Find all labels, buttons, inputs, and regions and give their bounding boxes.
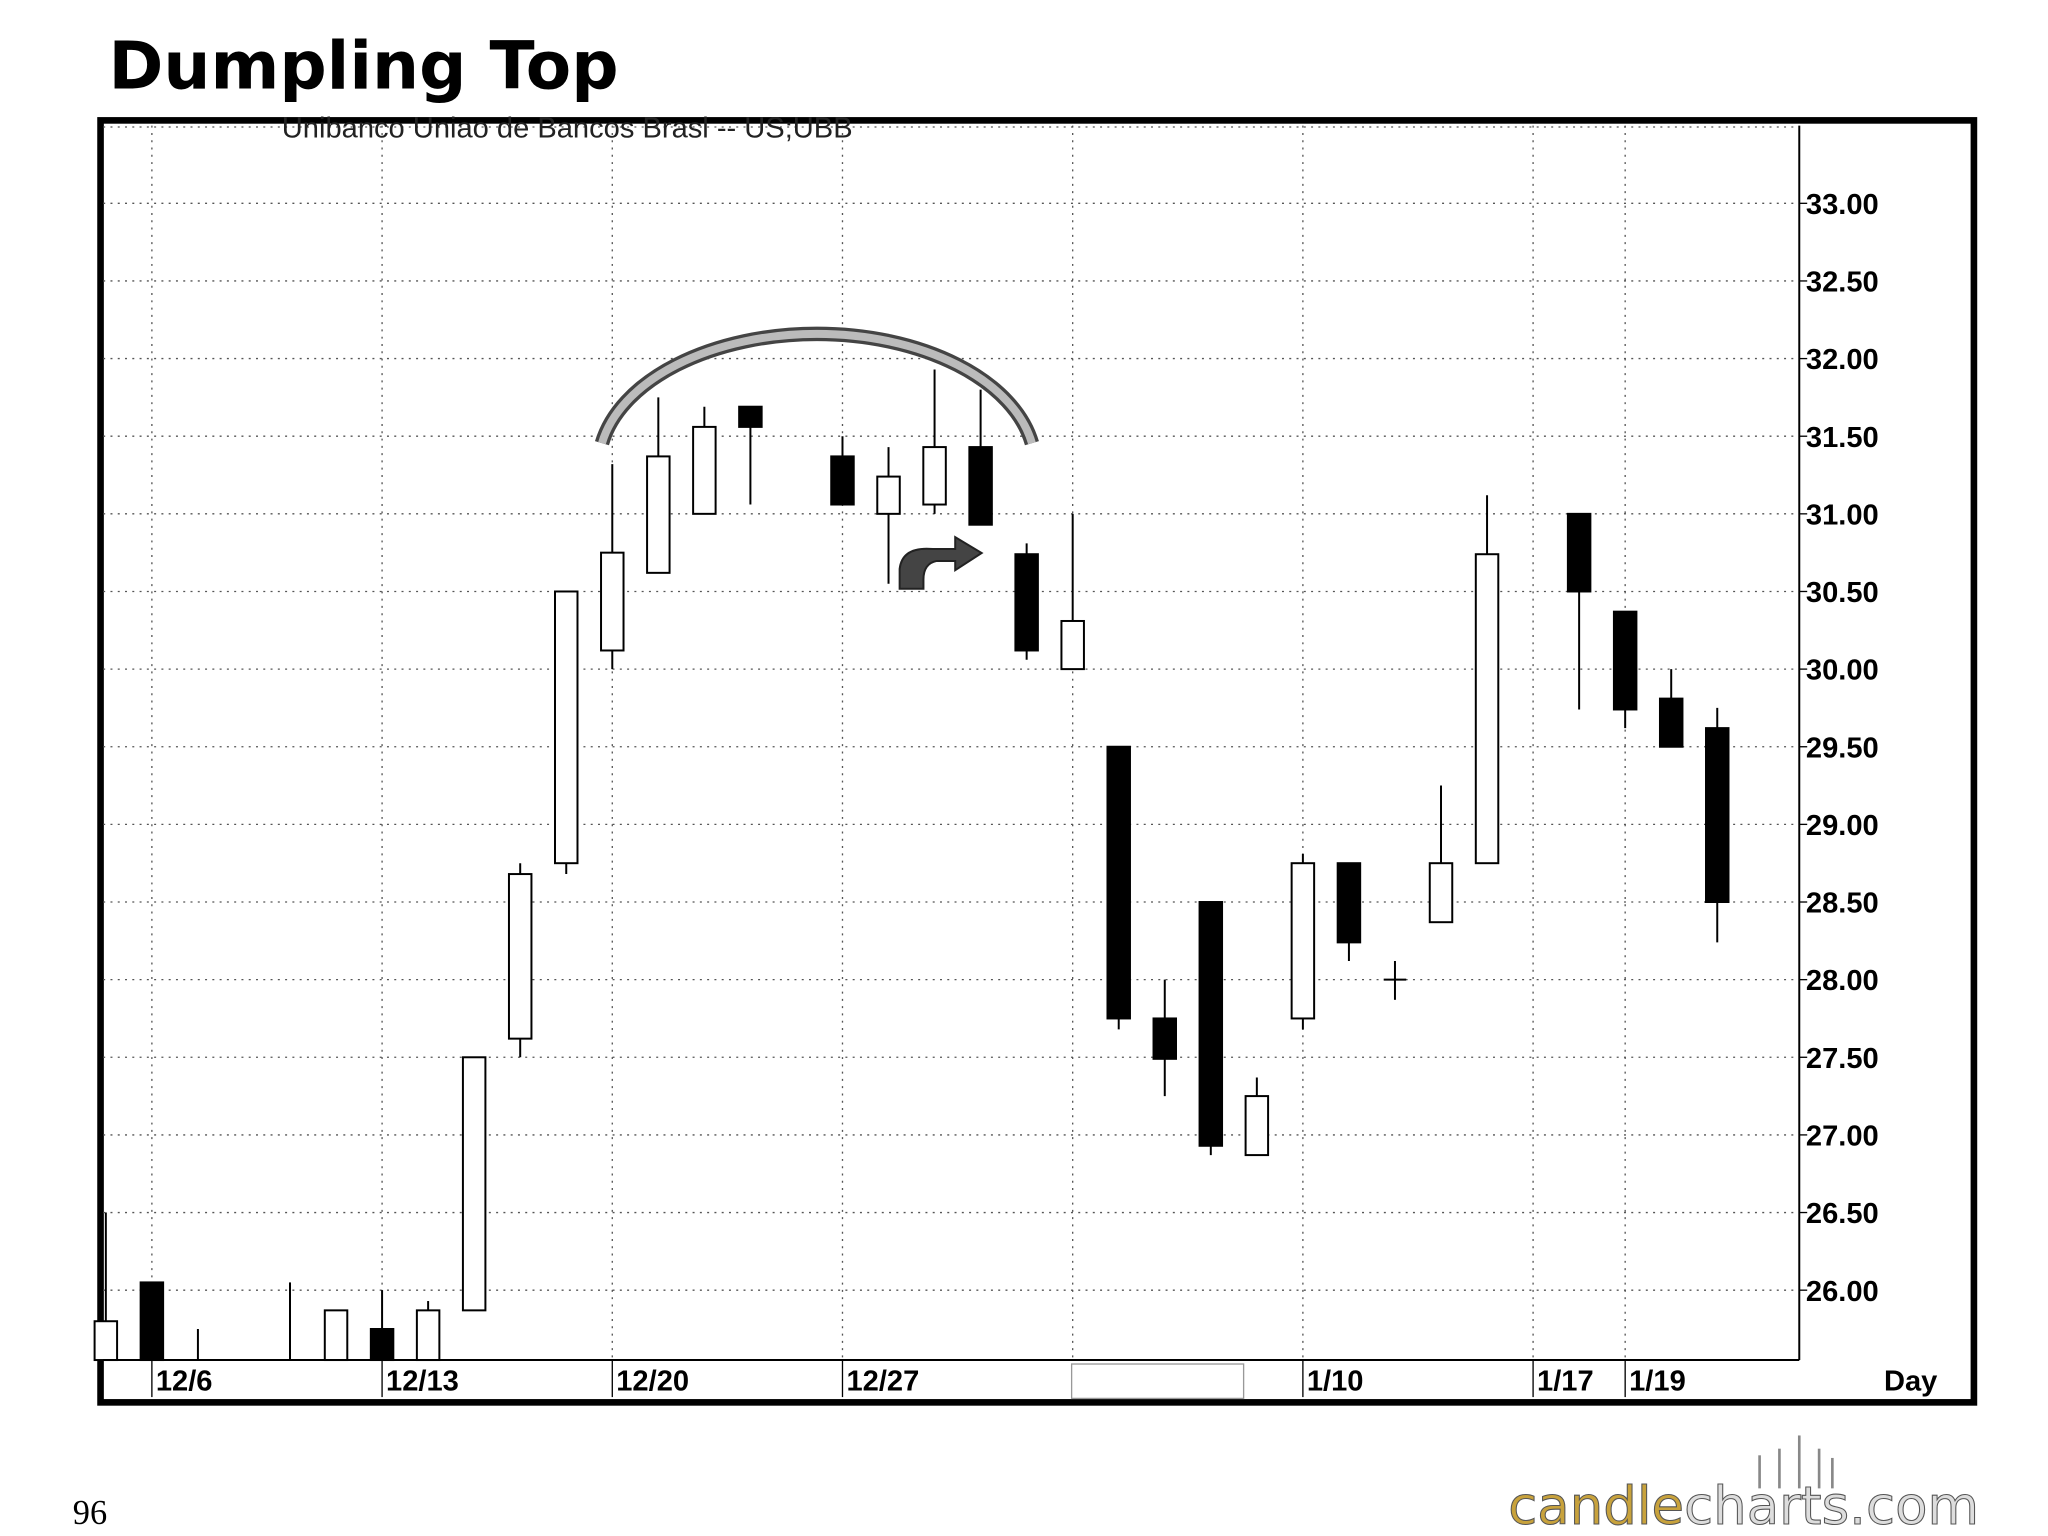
y-tick-label: 29.00 <box>1806 810 1879 842</box>
candle-body <box>93 1320 119 1362</box>
candle-body <box>507 873 533 1040</box>
candle-body <box>461 1056 487 1312</box>
x-tick-label: 1/19 <box>1629 1365 1686 1397</box>
y-tick-label: 30.00 <box>1806 655 1879 687</box>
chart-title: Dumpling Top <box>108 28 618 105</box>
y-tick-label: 27.50 <box>1806 1043 1879 1075</box>
arrow <box>898 535 984 590</box>
candle-body <box>1152 1017 1178 1060</box>
candle-body <box>323 1309 349 1362</box>
candle-body <box>830 455 855 506</box>
y-tick-label: 33.00 <box>1806 189 1879 221</box>
y-tick-label: 32.00 <box>1806 344 1879 376</box>
x-axis-label: Day <box>1884 1365 1938 1397</box>
candle-body <box>1474 553 1500 865</box>
y-tick-label: 31.00 <box>1806 499 1879 531</box>
y-tick-label: 26.00 <box>1806 1276 1879 1308</box>
candle-body <box>922 446 947 506</box>
y-tick-label: 28.00 <box>1806 965 1879 997</box>
candle-body <box>876 475 901 515</box>
candle-body <box>1060 619 1085 671</box>
candle-body <box>1198 901 1224 1147</box>
y-tick-label: 26.50 <box>1806 1198 1879 1230</box>
candle-body <box>738 405 763 428</box>
blank-label-box <box>1070 1363 1245 1400</box>
logo-candles <box>1758 1435 1834 1489</box>
candle-body <box>554 590 579 865</box>
candle-body <box>1705 727 1730 904</box>
page-number: 96 <box>73 1494 107 1532</box>
x-tick-label: 1/10 <box>1307 1365 1364 1397</box>
candle-body <box>415 1309 441 1362</box>
y-tick-label: 31.50 <box>1806 422 1879 454</box>
candle-body <box>1014 553 1039 652</box>
logo: candlecharts.com <box>1508 1476 1979 1536</box>
candle-body <box>139 1281 165 1362</box>
dumpling-arc-inner <box>598 329 1036 445</box>
x-tick-label: 1/17 <box>1537 1365 1594 1397</box>
y-tick-label: 32.50 <box>1806 267 1879 299</box>
y-tick-label: 27.00 <box>1806 1120 1879 1152</box>
candle-body <box>600 551 625 652</box>
candle-body <box>968 446 993 526</box>
candle-body <box>1612 610 1638 711</box>
candle-body <box>1428 862 1454 924</box>
x-tick-label: 12/6 <box>156 1365 213 1397</box>
candle-body <box>646 455 671 574</box>
chart-subtitle: Unibanco Uniao de Bancos Brasl -- US;UBB <box>282 113 853 145</box>
candle-body <box>1658 697 1684 748</box>
x-tick-label: 12/27 <box>846 1365 919 1397</box>
candle-body <box>1290 862 1316 1020</box>
x-tick-label: 12/13 <box>386 1365 459 1397</box>
y-tick-label: 28.50 <box>1806 888 1879 920</box>
x-tick-label: 12/20 <box>616 1365 689 1397</box>
candle-body <box>692 425 717 515</box>
y-tick-label: 30.50 <box>1806 577 1879 609</box>
candle-body <box>1106 745 1131 1020</box>
logo-part: candle <box>1508 1476 1684 1536</box>
logo-part: charts.com <box>1684 1476 1979 1536</box>
candle-body <box>1336 862 1362 944</box>
chart-frame <box>97 117 1978 1406</box>
candle-body <box>1566 512 1592 593</box>
y-tick-label: 29.50 <box>1806 732 1879 764</box>
candle-body <box>1244 1095 1270 1157</box>
candle-body <box>369 1327 395 1362</box>
